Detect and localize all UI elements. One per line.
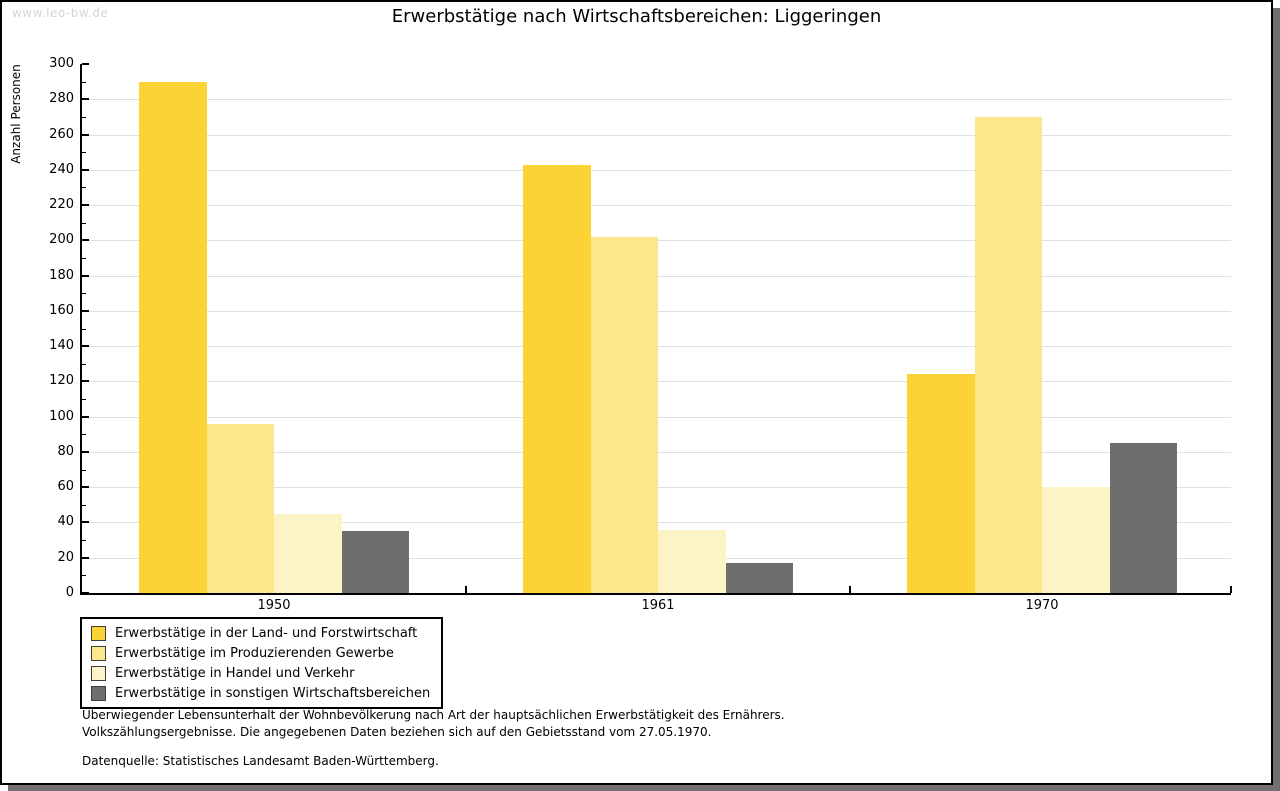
y-major-tick-100 [82, 416, 89, 418]
y-minor-tick-290 [82, 82, 86, 83]
footnotes: Überwiegender Lebensunterhalt der Wohnbe… [82, 707, 785, 770]
x-tick-label-1950: 1950 [257, 598, 291, 613]
gridline-220 [82, 205, 1231, 206]
watermark: www.leo-bw.de [12, 6, 109, 20]
y-tick-label-80: 80 [57, 444, 74, 459]
bar-1961-series-3 [658, 530, 726, 593]
legend-label-2: Erwerbstätige im Produzierenden Gewerbe [115, 645, 394, 661]
bar-1970-series-3 [1042, 487, 1110, 593]
bar-1961-series-1 [523, 165, 591, 593]
legend-label-1: Erwerbstätige in der Land- und Forstwirt… [115, 625, 418, 641]
y-tick-label-100: 100 [49, 409, 74, 424]
bar-1950-series-2 [207, 424, 274, 593]
plot-area: 0 20 40 60 80 100 120 140 160 180 200 220 240 260 280 3… [2, 2, 1271, 783]
y-major-tick-80 [82, 451, 89, 453]
y-minor-tick-90 [82, 434, 86, 435]
legend-item-1: Erwerbstätige in der Land- und Forstwirt… [91, 623, 430, 643]
y-minor-tick-270 [82, 117, 86, 118]
y-major-tick-20 [82, 557, 89, 559]
y-major-tick-60 [82, 486, 89, 488]
bar-1961-series-2 [591, 237, 658, 593]
x-tick-label-1970: 1970 [1025, 598, 1059, 613]
y-tick-label-200: 200 [49, 232, 74, 247]
legend-swatch-3 [91, 665, 106, 681]
x-tick-2 [1230, 586, 1232, 593]
y-minor-tick-170 [82, 293, 86, 294]
y-axis-line [80, 64, 82, 595]
gridline-260 [82, 135, 1231, 136]
y-tick-label-220: 220 [49, 197, 74, 212]
y-tick-label-180: 180 [49, 268, 74, 283]
y-minor-tick-230 [82, 187, 86, 188]
legend-swatch-2 [91, 645, 106, 661]
bar-1970-series-1 [907, 374, 975, 593]
y-minor-tick-70 [82, 470, 86, 471]
y-major-tick-260 [82, 134, 89, 136]
y-major-tick-240 [82, 169, 89, 171]
source-note: Datenquelle: Statistisches Landesamt Bad… [82, 754, 439, 768]
y-tick-label-240: 240 [49, 162, 74, 177]
y-minor-tick-150 [82, 329, 86, 330]
y-tick-label-280: 280 [49, 91, 74, 106]
note-line-1: Überwiegender Lebensunterhalt der Wohnbe… [82, 708, 785, 722]
chart-title: Erwerbstätige nach Wirtschaftsbereichen:… [391, 6, 882, 27]
y-major-tick-120 [82, 380, 89, 382]
note-line-2: Volkszählungsergebnisse. Die angegebenen… [82, 725, 712, 739]
y-major-tick-180 [82, 275, 89, 277]
legend: Erwerbstätige in der Land- und Forstwirt… [80, 617, 444, 709]
legend-label-3: Erwerbstätige in Handel und Verkehr [115, 665, 355, 681]
y-major-tick-300 [82, 63, 89, 65]
x-tick-1 [849, 586, 851, 593]
gridline-280 [82, 99, 1231, 100]
y-minor-tick-110 [82, 399, 86, 400]
legend-item-3: Erwerbstätige in Handel und Verkehr [91, 663, 430, 683]
y-major-tick-160 [82, 310, 89, 312]
y-major-tick-220 [82, 204, 89, 206]
legend-item-2: Erwerbstätige im Produzierenden Gewerbe [91, 643, 430, 663]
y-tick-label-160: 160 [49, 303, 74, 318]
y-major-tick-280 [82, 98, 89, 100]
y-minor-tick-10 [82, 575, 86, 576]
y-minor-tick-190 [82, 258, 86, 259]
legend-item-4: Erwerbstätige in sonstigen Wirtschaftsbe… [91, 683, 430, 703]
y-minor-tick-210 [82, 223, 86, 224]
x-tick-label-1961: 1961 [641, 598, 675, 613]
bar-1950-series-4 [342, 531, 409, 593]
y-tick-label-120: 120 [49, 373, 74, 388]
y-tick-label-300: 300 [49, 56, 74, 71]
x-tick-0 [465, 586, 467, 593]
y-minor-tick-30 [82, 540, 86, 541]
y-tick-label-260: 260 [49, 127, 74, 142]
bar-1970-series-2 [975, 117, 1042, 593]
y-major-tick-40 [82, 521, 89, 523]
x-axis-line [80, 593, 1231, 595]
bar-1970-series-4 [1110, 443, 1177, 593]
legend-label-4: Erwerbstätige in sonstigen Wirtschaftsbe… [115, 685, 431, 701]
y-tick-label-20: 20 [57, 550, 74, 565]
legend-swatch-1 [91, 625, 106, 641]
y-tick-label-0: 0 [65, 585, 74, 600]
y-major-tick-140 [82, 345, 89, 347]
bar-1950-series-3 [274, 514, 342, 593]
y-tick-label-40: 40 [57, 514, 74, 529]
bar-1961-series-4 [726, 563, 793, 593]
bar-1950-series-1 [139, 82, 207, 593]
legend-swatch-4 [91, 685, 106, 701]
gridline-240 [82, 170, 1231, 171]
y-tick-label-140: 140 [49, 338, 74, 353]
y-minor-tick-130 [82, 364, 86, 365]
y-minor-tick-250 [82, 152, 86, 153]
y-minor-tick-50 [82, 505, 86, 506]
y-major-tick-200 [82, 239, 89, 241]
y-tick-label-60: 60 [57, 479, 74, 494]
